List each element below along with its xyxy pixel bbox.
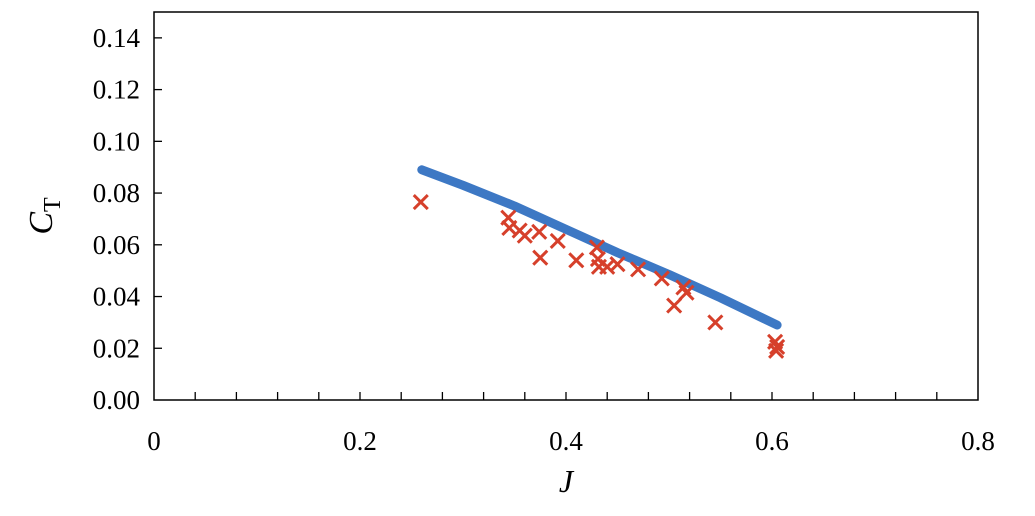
data-point-marker bbox=[412, 194, 429, 211]
series-markers bbox=[412, 194, 786, 359]
data-point-marker bbox=[653, 270, 670, 287]
y-tick-label: 0.00 bbox=[93, 385, 140, 415]
data-point-marker bbox=[769, 338, 786, 356]
y-tick-label: 0.10 bbox=[93, 126, 140, 156]
y-tick-label: 0.12 bbox=[93, 75, 140, 105]
data-point-marker bbox=[516, 227, 533, 244]
x-tick-label: 0 bbox=[147, 426, 161, 456]
data-point-marker bbox=[666, 297, 683, 314]
data-point-marker bbox=[549, 232, 566, 249]
y-axis-label-sub: T bbox=[40, 197, 66, 212]
data-point-marker bbox=[707, 314, 724, 331]
y-tick-label: 0.14 bbox=[93, 23, 141, 53]
data-point-marker bbox=[532, 249, 549, 266]
y-axis-label-main: C bbox=[23, 212, 60, 235]
data-point-marker bbox=[568, 252, 585, 269]
data-point-marker bbox=[630, 261, 647, 278]
x-tick-label: 0.8 bbox=[961, 426, 995, 456]
data-point-marker bbox=[678, 284, 695, 301]
data-point-marker bbox=[768, 342, 785, 359]
data-point-marker bbox=[609, 256, 626, 273]
svg-text:CT: CT bbox=[23, 197, 66, 235]
plot-area bbox=[153, 11, 979, 401]
y-tick-label: 0.02 bbox=[93, 333, 140, 363]
y-axis-label: CT bbox=[23, 197, 66, 235]
y-tick-label: 0.04 bbox=[93, 282, 141, 312]
x-axis-label: J bbox=[559, 463, 575, 499]
axis-ticks bbox=[154, 37, 938, 400]
axis-tick-labels: 0 0.2 0.4 0.6 0.8 0.00 0.02 0.04 0.06 0.08 0.10 0.1… bbox=[93, 23, 995, 456]
data-point-marker bbox=[531, 223, 548, 240]
y-tick-label: 0.08 bbox=[93, 178, 140, 208]
x-tick-label: 0.4 bbox=[549, 426, 583, 456]
y-tick-label: 0.06 bbox=[93, 230, 140, 260]
x-tick-label: 0.2 bbox=[343, 426, 377, 456]
x-tick-label: 0.6 bbox=[755, 426, 789, 456]
